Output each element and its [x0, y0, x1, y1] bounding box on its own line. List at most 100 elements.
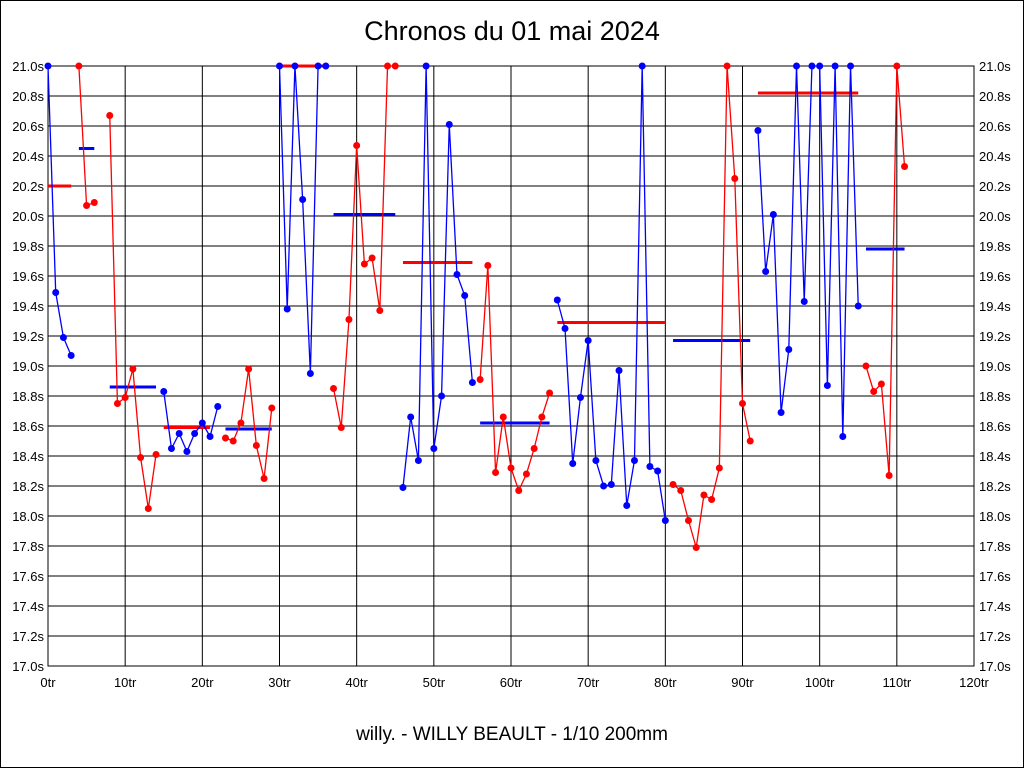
y-tick-label-right: 19.8s	[979, 239, 1011, 254]
series-line-stint-7	[332, 65, 396, 428]
data-point-blue	[407, 413, 415, 421]
data-point-blue	[808, 62, 816, 70]
data-point-red	[677, 487, 685, 494]
y-tick-label-right: 17.8s	[979, 539, 1011, 554]
series-line-stint-6	[278, 65, 326, 374]
y-tick-label-left: 18.4s	[12, 449, 44, 464]
chart-title: Chronos du 01 mai 2024	[364, 16, 660, 46]
data-point-red	[708, 496, 716, 503]
data-point-blue	[646, 463, 654, 470]
data-point-blue	[785, 346, 793, 353]
y-tick-label-right: 20.6s	[979, 119, 1011, 134]
y-tick-label-left: 19.8s	[12, 239, 44, 254]
y-tick-label-left: 20.2s	[12, 179, 44, 194]
data-point-blue	[607, 481, 615, 488]
data-point-red	[376, 307, 384, 314]
data-point-red	[268, 404, 276, 412]
series-line-stint-2	[78, 65, 95, 207]
data-point-blue	[414, 457, 422, 464]
data-point-red	[492, 469, 500, 476]
data-point-blue	[191, 430, 199, 437]
data-point-blue	[793, 62, 801, 70]
series-line-stint-8	[402, 65, 474, 488]
data-point-blue	[160, 388, 168, 395]
data-point-blue	[67, 352, 75, 359]
y-tick-label-left: 21.0s	[12, 59, 44, 74]
y-tick-label-right: 19.4s	[979, 299, 1011, 314]
data-point-blue	[600, 482, 608, 490]
x-tick-label: 10tr	[114, 675, 137, 690]
y-tick-label-right: 20.4s	[979, 149, 1011, 164]
y-tick-label-right: 20.2s	[979, 179, 1011, 194]
y-tick-label-left: 18.8s	[12, 389, 44, 404]
data-point-blue	[854, 302, 862, 310]
data-point-blue	[592, 457, 600, 464]
data-point-red	[870, 388, 878, 395]
data-point-red	[862, 362, 870, 370]
y-tick-label-left: 19.6s	[12, 269, 44, 284]
data-point-red	[901, 163, 909, 170]
data-point-blue	[422, 62, 430, 70]
data-point-red	[260, 475, 268, 482]
data-point-blue	[661, 517, 669, 524]
data-point-red	[669, 481, 677, 488]
data-point-blue	[322, 62, 330, 70]
data-point-red	[546, 389, 554, 397]
x-tick-label: 80tr	[654, 675, 677, 690]
x-tick-label: 110tr	[882, 675, 911, 690]
y-tick-label-right: 18.6s	[979, 419, 1011, 434]
y-tick-label-left: 20.6s	[12, 119, 44, 134]
data-point-blue	[561, 325, 569, 332]
data-point-blue	[847, 62, 855, 70]
data-point-red	[731, 175, 739, 182]
x-tick-label: 100tr	[805, 675, 835, 690]
x-tick-label: 90tr	[731, 675, 754, 690]
data-point-blue	[569, 460, 577, 467]
data-point-blue	[576, 394, 584, 401]
data-point-red	[229, 437, 237, 445]
data-point-red	[368, 254, 376, 262]
data-point-blue	[399, 484, 407, 491]
data-point-red	[700, 491, 708, 499]
x-tick-label: 20tr	[191, 675, 214, 690]
data-point-blue	[777, 409, 785, 416]
x-tick-label: 40tr	[345, 675, 368, 690]
y-tick-label-right: 19.2s	[979, 329, 1011, 344]
data-point-red	[252, 442, 260, 449]
series-line-stint-3	[109, 115, 157, 509]
y-tick-label-right: 18.2s	[979, 479, 1011, 494]
series-line-stint-4	[163, 391, 219, 454]
data-point-blue	[183, 448, 191, 455]
series-line-stint-5	[225, 368, 273, 479]
plot-area-border	[47, 65, 975, 667]
y-tick-label-right: 21.0s	[979, 59, 1011, 74]
data-point-blue	[214, 403, 222, 410]
data-point-blue	[468, 379, 476, 386]
data-point-red	[75, 62, 83, 70]
y-tick-label-right: 19.6s	[979, 269, 1011, 284]
data-point-red	[692, 544, 700, 551]
data-point-red	[360, 260, 368, 268]
data-point-blue	[769, 211, 777, 218]
data-point-blue	[754, 127, 762, 134]
y-tick-label-right: 17.6s	[979, 569, 1011, 584]
data-point-blue	[630, 457, 638, 464]
y-tick-label-right: 17.4s	[979, 599, 1011, 614]
data-point-blue	[306, 370, 314, 377]
y-tick-label-left: 18.0s	[12, 509, 44, 524]
data-point-blue	[314, 62, 322, 70]
data-point-red	[330, 385, 338, 392]
y-tick-label-left: 20.8s	[12, 89, 44, 104]
data-point-red	[345, 316, 353, 323]
data-point-blue	[291, 62, 299, 70]
data-point-blue	[839, 433, 847, 440]
data-point-blue	[654, 467, 662, 475]
x-tick-label: 70tr	[577, 675, 600, 690]
data-point-red	[83, 202, 91, 209]
data-point-red	[684, 517, 692, 524]
x-tick-label: 50tr	[423, 675, 446, 690]
series-line-stint-10	[556, 65, 666, 521]
data-point-red	[893, 62, 901, 70]
data-point-blue	[553, 296, 561, 304]
